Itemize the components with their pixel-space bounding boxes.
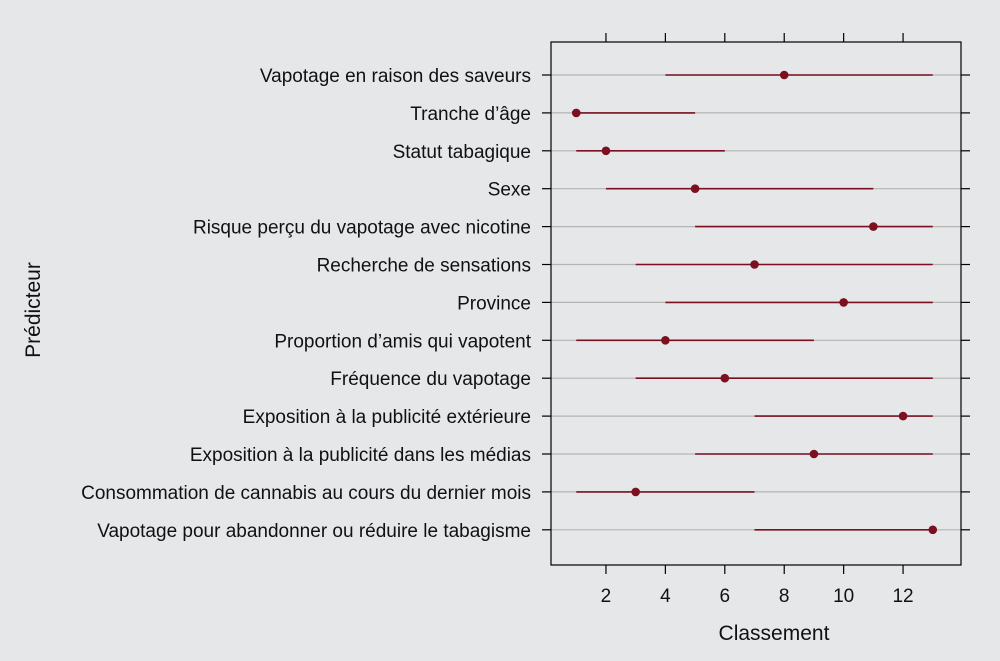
category-labels: Vapotage en raison des saveurs Tranche d’… — [81, 66, 532, 542]
x-tick-labels: 2 4 6 8 10 12 — [601, 586, 914, 607]
rank-point — [750, 260, 759, 269]
rank-point — [839, 298, 848, 307]
category-label: Statut tabagique — [393, 142, 531, 163]
rank-point — [690, 184, 700, 193]
category-label: Consommation de cannabis au cours du der… — [81, 483, 531, 504]
rank-point — [720, 373, 730, 383]
plot-frame — [550, 41, 962, 566]
rank-point — [928, 525, 938, 535]
rank-point — [898, 411, 908, 421]
category-label: Exposition à la publicité extérieure — [243, 407, 531, 428]
category-label: Risque perçu du vapotage avec nicotine — [193, 218, 531, 239]
rank-point — [571, 108, 581, 118]
y-axis-title: Prédicteur — [22, 262, 45, 358]
category-label: Province — [457, 293, 531, 314]
rank-point — [869, 222, 878, 231]
category-label: Tranche d’âge — [410, 104, 531, 125]
category-label: Recherche de sensations — [317, 256, 531, 277]
category-label: Proportion d’amis qui vapotent — [274, 331, 531, 352]
x-tick-label: 10 — [833, 586, 854, 607]
rank-point — [631, 487, 640, 497]
rank-point — [601, 146, 611, 156]
rank-point — [779, 70, 789, 80]
x-tick-label: 6 — [720, 586, 731, 607]
rank-point — [809, 449, 819, 459]
x-tick-label: 2 — [601, 586, 612, 607]
x-tick-label: 8 — [779, 586, 790, 607]
x-tick-label: 12 — [892, 586, 913, 607]
category-label: Exposition à la publicité dans les média… — [190, 445, 531, 466]
category-label: Sexe — [488, 180, 531, 201]
rank-point — [661, 336, 670, 345]
rank-points — [571, 70, 938, 535]
category-label: Vapotage en raison des saveurs — [260, 66, 531, 87]
x-axis-title: Classement — [719, 622, 830, 645]
category-label: Vapotage pour abandonner ou réduire le t… — [97, 521, 531, 542]
axis-ticks — [542, 33, 970, 574]
x-tick-label: 4 — [660, 586, 671, 607]
category-label: Fréquence du vapotage — [330, 369, 531, 390]
